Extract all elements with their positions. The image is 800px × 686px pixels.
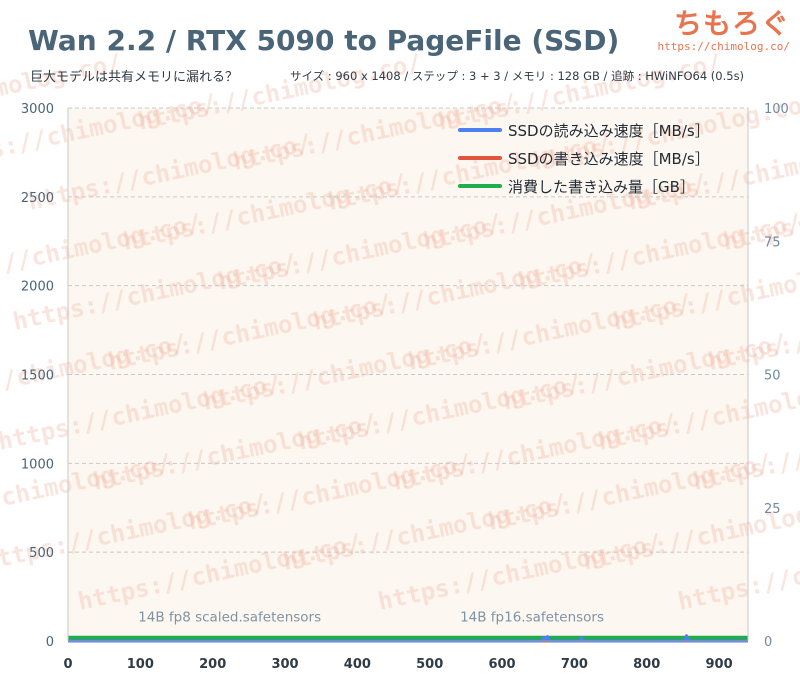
x-tick-label: 0 bbox=[63, 657, 72, 672]
grid-lines bbox=[68, 107, 748, 553]
x-tick-label: 600 bbox=[488, 657, 515, 672]
chart-meta-info: サイズ : 960 x 1408 / ステップ : 3 + 3 / メモリ : … bbox=[290, 69, 745, 83]
x-tick-label: 800 bbox=[633, 657, 660, 672]
x-tick-label: 700 bbox=[561, 657, 588, 672]
chart-subtitle: 巨大モデルは共有メモリに漏れる？ bbox=[30, 70, 239, 85]
series-layer bbox=[68, 634, 748, 643]
annotation-label-1: 14B fp16.safetensors bbox=[460, 609, 604, 625]
y-left-tick-label: 0 bbox=[46, 635, 54, 650]
legend-label-1: SSDの書き込み速度［MB/s］ bbox=[508, 150, 710, 168]
brand-logo: ちもろぐ bbox=[673, 7, 790, 40]
x-tick-label: 400 bbox=[344, 657, 371, 672]
x-tick-label: 100 bbox=[127, 657, 154, 672]
y-right-tick-label: 50 bbox=[764, 369, 781, 384]
y-right-tick-label: 0 bbox=[764, 635, 772, 650]
y-left-tick-label: 2500 bbox=[21, 191, 54, 206]
legend: SSDの読み込み速度［MB/s］ SSDの書き込み速度［MB/s］ 消費した書き込み… bbox=[458, 122, 710, 196]
y-right-tick-label: 100 bbox=[764, 102, 789, 117]
chart-title: Wan 2.2 / RTX 5090 to PageFile (SSD) bbox=[28, 24, 620, 57]
x-tick-label: 200 bbox=[199, 657, 226, 672]
y-left-tick-label: 1500 bbox=[21, 369, 54, 384]
y-left-tick-label: 1000 bbox=[21, 457, 54, 472]
legend-label-2: 消費した書き込み量［GB］ bbox=[508, 178, 695, 196]
x-tick-label: 900 bbox=[705, 657, 732, 672]
y-right-tick-label: 25 bbox=[764, 502, 781, 517]
brand-url: https://chimolog.co/ bbox=[657, 40, 790, 53]
y-right-tick-label: 75 bbox=[764, 235, 781, 250]
y-left-tick-label: 2000 bbox=[21, 280, 54, 295]
y-left-tick-label: 3000 bbox=[21, 102, 54, 117]
x-tick-label: 500 bbox=[416, 657, 443, 672]
x-tick-label: 300 bbox=[271, 657, 298, 672]
brand: ちもろぐ https://chimolog.co/ bbox=[658, 2, 790, 53]
y-left-tick-label: 500 bbox=[29, 546, 54, 561]
legend-label-0: SSDの読み込み速度［MB/s］ bbox=[508, 122, 710, 140]
annotation-label-0: 14B fp8 scaled.safetensors bbox=[138, 609, 321, 625]
annotations: 14B fp8 scaled.safetensors 14B fp16.safet… bbox=[138, 609, 604, 625]
